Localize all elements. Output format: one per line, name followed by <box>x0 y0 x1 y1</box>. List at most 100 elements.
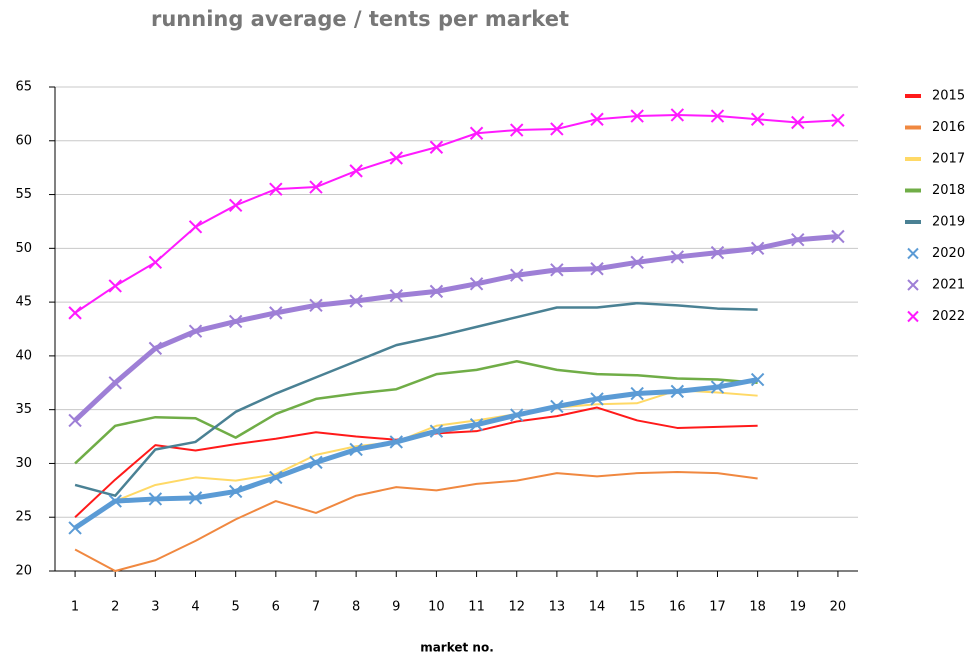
series-marker <box>108 494 122 508</box>
series-marker <box>750 112 765 126</box>
y-tick-label: 30 <box>15 456 32 471</box>
series-line <box>74 113 838 314</box>
series-marker <box>389 288 403 303</box>
series-line <box>74 389 758 529</box>
legend-label: 2021 <box>932 278 965 293</box>
legend-marker <box>907 279 919 291</box>
legend-marker <box>907 310 919 323</box>
chart-title: running average / tents per market <box>151 7 569 31</box>
series-marker <box>349 164 363 178</box>
series-marker <box>710 245 725 260</box>
series-marker <box>670 250 685 264</box>
series-line <box>74 360 758 465</box>
x-tick-label: 11 <box>468 600 485 615</box>
series-marker <box>630 109 644 123</box>
legend-label: 2018 <box>932 183 965 198</box>
series-marker <box>750 372 765 387</box>
series-marker <box>148 255 163 270</box>
series-marker <box>750 241 765 256</box>
legend-label: 2022 <box>932 309 965 324</box>
x-tick-label: 5 <box>232 600 240 615</box>
series-marker <box>269 470 283 485</box>
series-marker <box>469 418 484 432</box>
series-marker <box>550 263 564 277</box>
y-tick-label: 60 <box>15 133 32 148</box>
legend-label: 2020 <box>932 246 965 261</box>
x-tick-label: 14 <box>589 600 606 615</box>
legend-label: 2019 <box>932 215 965 230</box>
series-marker <box>630 386 644 401</box>
series-marker <box>710 380 725 394</box>
x-tick-label: 19 <box>790 600 807 615</box>
series-marker <box>429 284 444 299</box>
series-marker <box>228 484 243 499</box>
series-marker <box>148 492 163 506</box>
legend-marker <box>907 247 919 260</box>
series-marker <box>831 229 845 244</box>
x-tick-label: 8 <box>352 600 360 615</box>
series-marker <box>269 306 283 320</box>
x-tick-label: 17 <box>709 600 726 615</box>
series-marker <box>188 220 203 234</box>
x-tick-label: 20 <box>830 600 847 615</box>
series-marker <box>309 298 323 313</box>
series-marker <box>429 140 444 154</box>
series-marker <box>389 151 403 165</box>
series-marker <box>108 279 122 293</box>
y-tick-label: 55 <box>15 187 32 202</box>
series-marker <box>188 491 203 505</box>
series-marker <box>228 314 243 329</box>
series-marker <box>590 112 604 126</box>
y-tick-label: 45 <box>15 295 32 310</box>
series-marker <box>510 408 524 422</box>
series-line <box>73 234 839 423</box>
series-marker <box>389 435 403 449</box>
x-tick-label: 15 <box>629 600 646 615</box>
legend-label: 2016 <box>932 120 965 135</box>
x-tick-label: 1 <box>71 600 79 615</box>
x-axis-label: market no. <box>420 641 494 655</box>
series-marker <box>429 424 444 438</box>
series-marker <box>228 198 243 213</box>
series-marker <box>349 294 363 308</box>
x-tick-label: 4 <box>191 600 199 615</box>
legend-label: 2017 <box>932 152 965 167</box>
x-tick-label: 10 <box>428 600 445 615</box>
series-marker <box>469 126 484 140</box>
series-marker <box>670 384 685 399</box>
series-marker <box>309 180 323 194</box>
series-marker <box>148 341 163 356</box>
series-marker <box>269 182 283 196</box>
legend-label: 2015 <box>932 89 965 104</box>
series-marker <box>550 122 564 136</box>
series-line <box>74 471 758 572</box>
x-tick-label: 13 <box>549 600 566 615</box>
series-line <box>74 301 758 497</box>
y-tick-label: 20 <box>15 564 32 579</box>
y-tick-label: 65 <box>15 80 32 95</box>
y-tick-label: 25 <box>15 510 32 525</box>
series-marker <box>710 109 725 123</box>
series-marker <box>791 115 805 130</box>
series-marker <box>108 376 122 390</box>
series-marker <box>68 306 82 320</box>
series-marker <box>68 521 82 535</box>
y-tick-label: 35 <box>15 402 32 417</box>
x-tick-label: 2 <box>111 600 119 615</box>
series-marker <box>590 392 604 406</box>
x-tick-label: 9 <box>392 600 400 615</box>
y-tick-label: 50 <box>15 241 32 256</box>
x-tick-label: 6 <box>272 600 280 615</box>
y-tick-label: 40 <box>15 348 32 363</box>
series-marker <box>630 255 644 270</box>
series-marker <box>791 233 805 247</box>
series-marker <box>309 455 323 470</box>
series-marker <box>68 413 82 428</box>
series-marker <box>469 277 484 291</box>
series-marker <box>831 113 845 128</box>
series-marker <box>349 442 363 457</box>
x-tick-label: 16 <box>669 600 686 615</box>
x-tick-label: 12 <box>508 600 525 615</box>
series-marker <box>188 324 203 338</box>
